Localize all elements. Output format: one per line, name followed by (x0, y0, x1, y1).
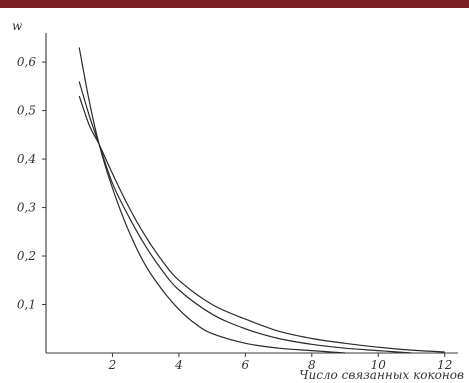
x-tick-label: 6 (242, 358, 250, 372)
curve-series-1 (78, 47, 346, 354)
x-ticks: 2 4 6 8 10 12 (108, 353, 452, 372)
chart-axes (45, 33, 458, 354)
curve-series-3 (78, 95, 445, 353)
x-tick-label: 8 (308, 358, 316, 372)
y-axis-label: w (12, 19, 23, 33)
y-tick-label: 0,6 (17, 55, 36, 69)
x-tick-label: 2 (108, 358, 117, 372)
y-tick-label: 0,2 (17, 249, 36, 263)
x-axis-label: Число связанных коконов (299, 368, 464, 382)
y-tick-label: 0,5 (17, 104, 36, 118)
x-tick-label: 10 (371, 358, 387, 372)
x-tick-label: 12 (437, 358, 452, 372)
chart-curves (78, 47, 445, 354)
y-tick-label: 0,4 (17, 152, 36, 166)
y-ticks: 0,1 0,2 0,3 0,4 0,5 0,6 (17, 55, 46, 312)
header-bar (0, 0, 469, 8)
y-tick-label: 0,3 (17, 201, 36, 215)
curve-series-2 (78, 81, 412, 354)
x-tick-label: 4 (174, 358, 183, 372)
y-tick-label: 0,1 (17, 298, 36, 312)
decay-chart: 2 4 6 8 10 12 0,1 0,2 0,3 0,4 0,5 0,6 w Число связ… (12, 19, 464, 382)
